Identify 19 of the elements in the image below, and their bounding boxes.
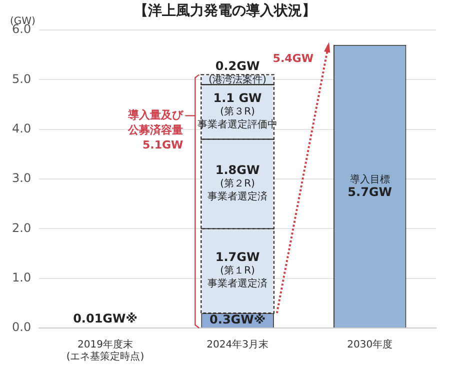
data-label: 導入目標 5.7GW (348, 173, 392, 199)
y-tick-label: 0.0 (12, 320, 32, 334)
data-label: 1.1 GW (第３R) 事業者選定評価中 (198, 91, 278, 131)
annotation: 導入量及び公募済容量 5.1GW (127, 108, 184, 152)
y-tick-label: 2.0 (12, 220, 32, 235)
data-label: 1.7GW (第１R) 事業者選定済 (208, 250, 268, 290)
y-tick-label: 4.0 (12, 121, 32, 136)
x-tick-label: 2024年3月末 (206, 338, 268, 351)
chart-title: 【洋上風力発電の導入状況】 (134, 3, 316, 19)
data-label: 0.2GW (港湾法案件) (208, 58, 267, 86)
y-tick-label: 5.0 (12, 72, 32, 86)
y-tick-label: 3.0 (12, 171, 32, 186)
x-tick-label: 2019年度末 (エネ基策定時点) (66, 338, 144, 363)
y-tick-label: 1.0 (12, 270, 32, 284)
data-label: 0.3GW※ (210, 312, 266, 326)
data-label: 1.8GW (第２R) 事業者選定済 (208, 163, 268, 203)
annotation: 5.4GW (272, 52, 314, 65)
data-label: 0.01GW※ (73, 312, 138, 326)
x-tick-label: 2030年度 (347, 338, 393, 351)
